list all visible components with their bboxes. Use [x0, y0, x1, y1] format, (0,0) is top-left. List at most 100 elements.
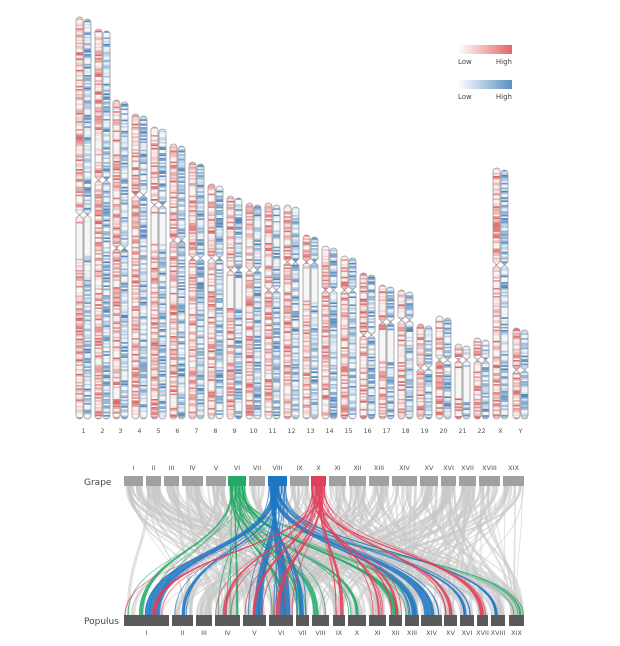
- populus-chromosome-XI: XI: [369, 615, 386, 637]
- chromosome-label: XIX: [508, 464, 519, 472]
- chromosome-4: 4: [137, 427, 141, 435]
- chromosome-bar: [369, 615, 386, 626]
- populus-chromosome-IX: IX: [333, 615, 345, 637]
- grape-chromosome-III: III: [164, 464, 179, 486]
- chromosome-label: IX: [336, 629, 343, 637]
- chromosome-5: 5: [156, 427, 160, 435]
- grape-chromosome-IV: IV: [182, 464, 203, 486]
- chromosome-bar: [369, 476, 389, 486]
- chromatid-bands: [311, 237, 318, 420]
- grape-chromosome-II: II: [146, 464, 161, 486]
- grape-chromosome-XIX: XIX: [503, 464, 524, 486]
- grape-chromosome-XV: XV: [420, 464, 438, 486]
- chromosome-bar: [146, 476, 161, 486]
- chromosome-bar: [124, 476, 143, 486]
- chromatid-bands: [398, 290, 405, 420]
- chromatid-bands: [425, 326, 432, 420]
- chromosome-label: 18: [401, 427, 409, 435]
- chromatid-bands: [197, 164, 204, 420]
- populus-chromosome-II: II: [172, 615, 193, 637]
- populus-chromosome-XVII: XVII: [476, 615, 489, 637]
- chromosome-label: III: [201, 629, 207, 637]
- populus-chromosome-XIII: XIII: [405, 615, 419, 637]
- chromosome-bar: [124, 615, 169, 626]
- chromatid-bands: [113, 100, 120, 420]
- chromosome-bar: [268, 476, 287, 486]
- chromosome-label: 2: [100, 427, 104, 435]
- grape-chromosome-XIII: XIII: [369, 464, 389, 486]
- chromosome-label: 19: [420, 427, 428, 435]
- chromosome-12: 12: [287, 427, 295, 435]
- chromosome-label: VIII: [272, 464, 282, 472]
- chromatid-bands: [246, 203, 253, 420]
- grape-chromosome-VIII: VIII: [268, 464, 287, 486]
- chromosome-Y: Y: [518, 427, 523, 435]
- chromosome-bar: [420, 476, 438, 486]
- populus-chromosome-III: III: [196, 615, 212, 637]
- chromosome-bar: [243, 615, 266, 626]
- chromosome-bar: [249, 476, 265, 486]
- chromatid-bands: [406, 292, 413, 420]
- chromatid-bands: [132, 114, 139, 420]
- chromosome-label: XIII: [374, 464, 384, 472]
- chromatid-bands: [170, 144, 177, 420]
- chromosome-bar: [269, 615, 293, 626]
- grape-chromosome-VI: VI: [228, 464, 246, 486]
- chromatid-bands: [521, 330, 528, 420]
- chromatid-bands: [235, 198, 242, 420]
- chromosome-label: 4: [137, 427, 141, 435]
- legend-high-label: High: [496, 93, 512, 101]
- chromosome-label: XIII: [407, 629, 417, 637]
- chromatid-bands: [254, 205, 261, 420]
- chromosome-label: 17: [382, 427, 390, 435]
- chromosome-11: 11: [268, 427, 276, 435]
- chromosome-label: XIV: [426, 629, 437, 637]
- chromatid-bands: [227, 196, 234, 420]
- chromosome-label: 10: [249, 427, 257, 435]
- populus-chromosome-VII: VII: [296, 615, 309, 637]
- chromatid-bands: [444, 318, 451, 419]
- chromosome-label: 8: [213, 427, 217, 435]
- chromosome-label: VI: [234, 464, 240, 472]
- chromosome-label: I: [146, 629, 148, 637]
- chromatid-bands: [513, 328, 520, 420]
- chromosome-label: XII: [391, 629, 399, 637]
- chromatid-bands: [265, 203, 272, 419]
- chromosome-label: III: [169, 464, 175, 472]
- chromosome-label: IV: [224, 629, 231, 637]
- legend-scale-1: Low High: [458, 45, 512, 66]
- chromosome-bar: [503, 476, 524, 486]
- chromosome-label: XII: [353, 464, 361, 472]
- chromosome-label: XV: [446, 629, 455, 637]
- chromosome-bar: [441, 476, 456, 486]
- chromosome-label: XI: [334, 464, 340, 472]
- chromatid-bands: [292, 207, 299, 420]
- chromatid-bands: [330, 248, 337, 419]
- chromosome-label: IV: [189, 464, 196, 472]
- grape-chromosome-XI: XI: [329, 464, 346, 486]
- chromatid-bands: [103, 31, 110, 420]
- grape-chromosome-XII: XII: [349, 464, 366, 486]
- chromosome-label: XI: [374, 629, 380, 637]
- chromosome-bar: [206, 476, 226, 486]
- chromosome-label: XV: [425, 464, 434, 472]
- chromosome-9: 9: [232, 427, 236, 435]
- grape-chromosome-X: X: [311, 464, 326, 486]
- chromosome-14: 14: [325, 427, 333, 435]
- legend-gradient-bar: [458, 80, 512, 89]
- chromosome-label: I: [133, 464, 135, 472]
- grape-chromosome-VII: VII: [249, 464, 265, 486]
- chromatid-bands: [349, 258, 356, 420]
- chromosome-bar: [349, 476, 366, 486]
- chromatid-bands: [455, 344, 462, 420]
- chromosome-16: 16: [363, 427, 371, 435]
- chromosome-label: IX: [296, 464, 303, 472]
- chromosome-bar: [389, 615, 402, 626]
- legend-gradient-bar: [458, 45, 512, 54]
- chromosome-bar: [348, 615, 366, 626]
- chromosome-bar: [444, 615, 457, 626]
- chromatid-bands: [303, 235, 310, 420]
- chromatid-bands: [417, 324, 424, 420]
- chromosome-label: 21: [458, 427, 466, 435]
